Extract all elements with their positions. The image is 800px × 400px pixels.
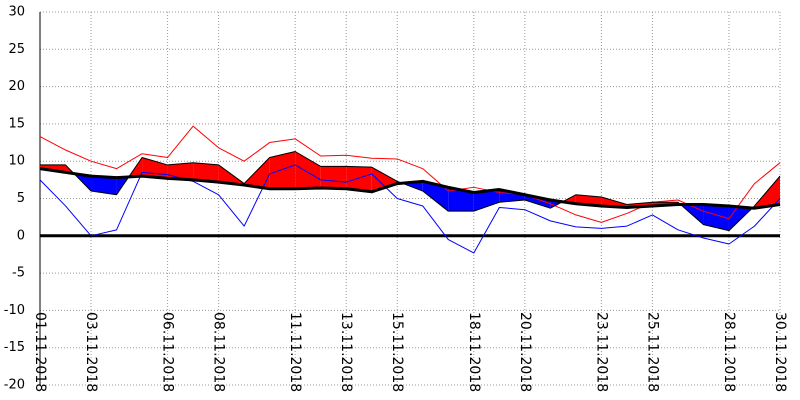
- anomaly-fill: [244, 157, 270, 189]
- y-tick-label: -10: [4, 303, 25, 318]
- y-tick-label: 15: [8, 116, 25, 131]
- anomaly-fill: [193, 162, 219, 183]
- series-line: [40, 151, 781, 232]
- anomaly-fill: [167, 162, 194, 180]
- x-tick-label: 20.11.2018: [517, 312, 533, 392]
- series-line: [39, 167, 781, 210]
- x-tick-label: 18.11.2018: [466, 312, 482, 392]
- y-tick-label: 20: [8, 79, 25, 94]
- y-tick-label: 0: [17, 228, 25, 243]
- x-tick-label: 30.11.2018: [772, 312, 788, 392]
- anomaly-fill: [473, 189, 500, 212]
- anomaly-fill: [371, 167, 398, 192]
- y-tick-label: 5: [17, 191, 25, 206]
- anomaly-fill: [524, 194, 551, 209]
- x-tick-label: 28.11.2018: [721, 312, 737, 392]
- x-tick-label: 06.11.2018: [160, 312, 176, 392]
- anomaly-fill: [422, 181, 449, 212]
- x-tick-label: 15.11.2018: [389, 312, 405, 392]
- anomaly-fill: [320, 166, 347, 189]
- y-tick-label: 30: [8, 5, 25, 20]
- series-line: [39, 164, 781, 254]
- anomaly-fill: [295, 151, 321, 189]
- anomaly-fill: [91, 176, 117, 195]
- x-tick-label: 08.11.2018: [211, 312, 227, 392]
- y-tick-label: -5: [12, 266, 25, 281]
- anomaly-fill: [448, 187, 474, 212]
- x-tick-label: 25.11.2018: [644, 312, 660, 392]
- x-tick-label: 23.11.2018: [593, 312, 609, 392]
- y-tick-label: -15: [4, 340, 25, 355]
- x-tick-label: 13.11.2018: [338, 312, 354, 392]
- anomaly-fill: [269, 151, 296, 189]
- y-tick-label: 10: [8, 154, 25, 169]
- x-tick-label: 11.11.2018: [287, 312, 303, 392]
- x-tick-label: 03.11.2018: [83, 312, 99, 392]
- y-tick-label: 25: [8, 42, 25, 57]
- anomaly-fill: [346, 166, 372, 192]
- anomaly-fill: [703, 204, 729, 231]
- y-tick-label: -20: [4, 378, 25, 393]
